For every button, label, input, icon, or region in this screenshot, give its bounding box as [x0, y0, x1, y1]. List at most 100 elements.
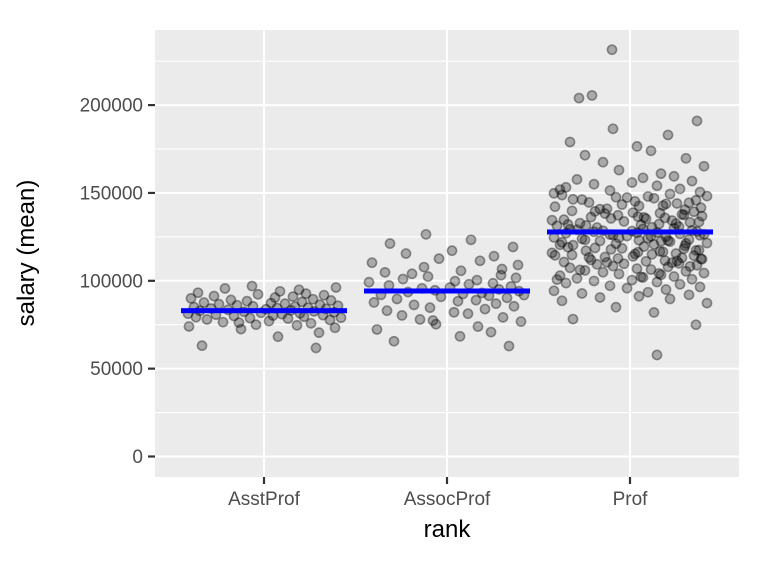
data-point — [422, 271, 434, 282]
data-point — [501, 292, 513, 304]
data-point — [701, 190, 713, 202]
data-point — [664, 188, 676, 200]
data-point — [591, 258, 603, 270]
data-point — [638, 211, 650, 223]
y-tick-label: 100000 — [80, 271, 143, 292]
data-point — [683, 234, 695, 245]
data-point — [664, 293, 676, 305]
data-point — [508, 300, 520, 312]
data-point — [691, 115, 703, 127]
data-point — [684, 260, 696, 272]
data-point — [208, 290, 220, 302]
data-point — [618, 216, 630, 227]
data-point — [690, 194, 702, 206]
data-point — [183, 321, 195, 332]
data-point — [201, 314, 213, 325]
data-point — [515, 316, 527, 327]
data-point — [554, 239, 566, 251]
data-point — [654, 246, 666, 257]
data-point — [576, 194, 588, 206]
data-point — [571, 272, 583, 284]
data-point — [235, 323, 247, 335]
data-point — [291, 319, 303, 331]
data-point — [660, 284, 672, 295]
data-point — [629, 195, 641, 207]
data-point — [225, 294, 237, 306]
data-point — [551, 274, 563, 285]
data-point — [471, 274, 483, 286]
data-point — [627, 207, 639, 219]
data-point — [558, 214, 570, 226]
data-point — [642, 286, 654, 298]
data-point — [366, 257, 378, 269]
x-tick-label: Prof — [613, 489, 649, 510]
data-point — [683, 289, 695, 301]
data-point — [397, 273, 409, 285]
data-point — [645, 264, 657, 275]
data-point — [556, 295, 568, 307]
data-point — [606, 44, 618, 56]
data-point — [233, 317, 245, 329]
data-point — [452, 295, 464, 307]
data-point — [566, 249, 578, 261]
data-point — [196, 340, 208, 352]
data-point — [512, 259, 524, 271]
data-point — [701, 297, 713, 309]
data-point — [657, 246, 669, 258]
data-point — [651, 349, 663, 361]
data-point — [633, 200, 645, 212]
mean-bar — [364, 288, 530, 294]
data-point — [655, 235, 667, 247]
data-point — [384, 238, 396, 249]
data-point — [627, 250, 639, 262]
data-point — [651, 276, 663, 288]
data-point — [560, 181, 572, 193]
data-point — [589, 205, 601, 217]
data-point — [252, 288, 264, 300]
data-point — [637, 272, 649, 283]
data-point — [579, 149, 591, 161]
data-point — [583, 197, 595, 208]
data-point — [588, 178, 600, 190]
data-point — [564, 262, 576, 274]
data-point — [670, 248, 682, 259]
data-point — [496, 263, 508, 275]
data-point — [282, 313, 294, 324]
data-point — [646, 248, 658, 260]
data-point — [576, 288, 588, 299]
data-point — [244, 312, 256, 324]
data-point — [618, 258, 630, 270]
data-point — [573, 92, 585, 104]
y-axis-title: salary (mean) — [13, 180, 40, 327]
data-point — [631, 140, 643, 152]
data-point — [680, 152, 692, 164]
data-point — [307, 293, 319, 305]
data-point — [670, 218, 682, 230]
data-point — [684, 216, 696, 228]
data-point — [548, 187, 560, 199]
data-point — [250, 319, 262, 331]
data-point — [691, 259, 703, 271]
data-point — [694, 186, 706, 198]
data-point — [690, 245, 702, 256]
data-point — [607, 260, 619, 272]
mean-bar — [547, 229, 713, 235]
data-point — [274, 285, 286, 297]
data-point — [462, 308, 474, 320]
data-point — [642, 191, 654, 202]
data-point — [633, 290, 645, 302]
data-point — [607, 123, 619, 135]
data-point — [683, 197, 695, 209]
data-point — [693, 216, 705, 228]
data-point — [556, 189, 568, 201]
mean-bars — [181, 229, 713, 314]
data-point — [659, 212, 671, 224]
data-point — [671, 255, 683, 267]
data-point — [678, 209, 690, 221]
data-point — [698, 267, 710, 279]
data-point — [433, 253, 445, 265]
data-point — [676, 252, 688, 264]
data-point — [610, 191, 622, 203]
data-point — [621, 282, 633, 294]
data-point — [673, 258, 685, 269]
